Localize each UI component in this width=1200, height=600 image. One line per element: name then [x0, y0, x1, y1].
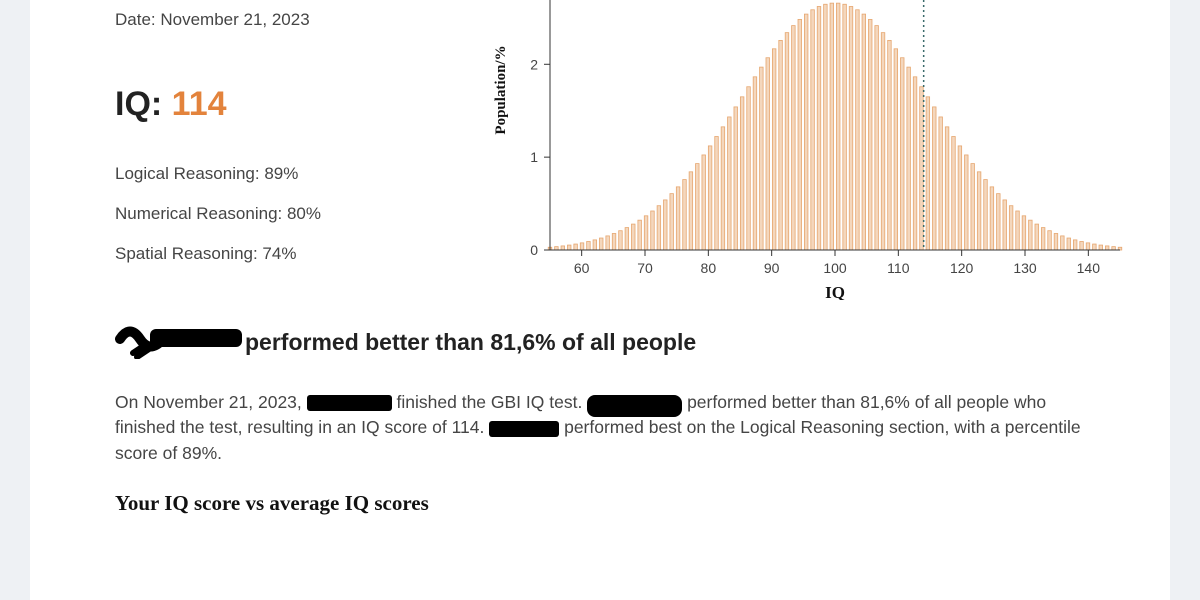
svg-text:100: 100 — [823, 260, 847, 276]
svg-text:IQ: IQ — [825, 283, 845, 300]
para-seg-2: finished the GBI IQ test. — [397, 392, 583, 412]
distribution-chart: 60 70 80 90 100 110 120 130 140 0 1 2 IQ Population/% — [470, 0, 1130, 300]
svg-text:70: 70 — [637, 260, 653, 276]
comparison-subheading: Your IQ score vs average IQ scores — [70, 491, 1130, 516]
para-seg-1: On November 21, 2023, — [115, 392, 302, 412]
headline-text: performed better than 81,6% of all peopl… — [245, 329, 696, 356]
svg-text:80: 80 — [701, 260, 717, 276]
svg-text:120: 120 — [950, 260, 974, 276]
redaction-icon — [587, 395, 682, 417]
redaction-icon — [307, 395, 392, 411]
summary-paragraph: On November 21, 2023, finished the GBI I… — [70, 390, 1130, 466]
subscores: Logical Reasoning: 89% Numerical Reasoni… — [115, 164, 490, 264]
redaction-icon — [115, 319, 245, 365]
svg-text:1: 1 — [530, 149, 538, 165]
svg-text:Population/%: Population/% — [493, 45, 509, 134]
score-spatial: Spatial Reasoning: 74% — [115, 244, 490, 264]
iq-label: IQ: — [115, 85, 172, 123]
svg-text:0: 0 — [530, 242, 538, 258]
svg-text:2: 2 — [530, 56, 538, 72]
percentile-headline: performed better than 81,6% of all peopl… — [70, 319, 1130, 365]
iq-value: 114 — [172, 85, 227, 123]
left-column: Date: November 21, 2023 IQ: 114 Logical … — [70, 10, 490, 284]
chart-column: 60708090100110120130140012IQPopulation/% — [510, 10, 1130, 284]
svg-text:130: 130 — [1013, 260, 1037, 276]
iq-headline: IQ: 114 — [115, 85, 490, 124]
redaction-icon — [489, 421, 559, 437]
svg-text:110: 110 — [887, 260, 910, 276]
top-section: Date: November 21, 2023 IQ: 114 Logical … — [70, 10, 1130, 284]
report-page: Date: November 21, 2023 IQ: 114 Logical … — [30, 0, 1170, 600]
svg-text:90: 90 — [764, 260, 780, 276]
svg-text:60: 60 — [574, 260, 590, 276]
date-line: Date: November 21, 2023 — [115, 10, 490, 30]
score-logical: Logical Reasoning: 89% — [115, 164, 490, 184]
svg-text:140: 140 — [1077, 260, 1101, 276]
score-numerical: Numerical Reasoning: 80% — [115, 204, 490, 224]
